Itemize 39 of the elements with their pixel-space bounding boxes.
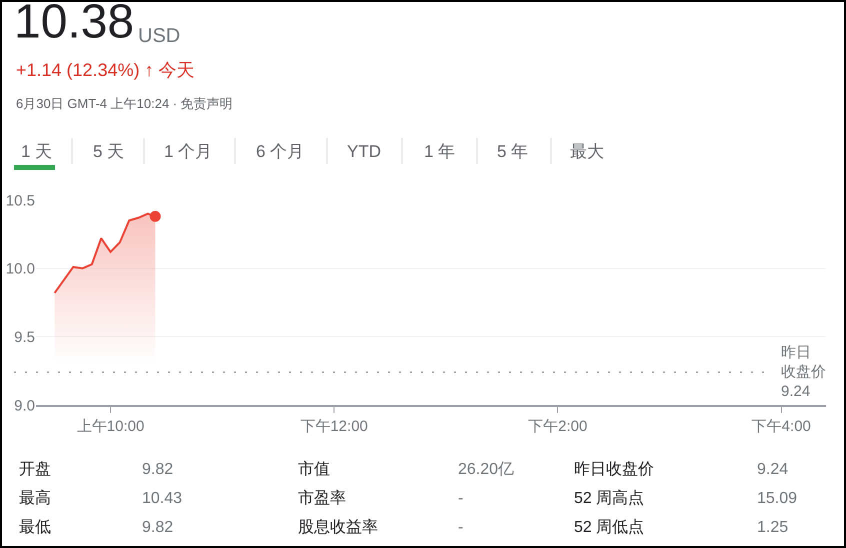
- text: 1 天: [21, 142, 52, 161]
- chart-title: 10.38: [14, 0, 134, 49]
- text: 市值: [298, 460, 330, 478]
- text: USD: [138, 25, 180, 47]
- y-tick-label: 9.5: [14, 328, 35, 346]
- text: 股息收益率: [298, 518, 378, 536]
- ref-line-label: 昨日收盘价 9.24: [781, 344, 826, 400]
- text: 开盘: [19, 461, 51, 478]
- text: +1.14 (12.34%) ↑ 今天: [16, 60, 195, 80]
- text: 5 天: [93, 142, 124, 161]
- x-tick-label: 下午2:00: [528, 418, 588, 435]
- text: 最低: [19, 519, 51, 536]
- text: 26.20亿: [458, 461, 514, 478]
- x-tick-label: 下午12:00: [300, 418, 368, 435]
- text: 5 年: [497, 142, 528, 161]
- text: 9.24: [757, 461, 788, 478]
- text: YTD: [347, 142, 381, 161]
- text: 52 周高点: [574, 489, 644, 507]
- text: 1 年: [424, 142, 456, 161]
- text: 6月30日 GMT-4 上午10:24 · 免责声明: [16, 96, 233, 111]
- x-tick-label: 下午4:00: [752, 418, 811, 435]
- text: -: [458, 490, 464, 507]
- y-tick-label: 9.0: [14, 397, 35, 414]
- text: 15.09: [757, 490, 798, 507]
- text: 10.43: [142, 490, 182, 507]
- y-tick-label: 10.0: [6, 260, 35, 278]
- text: 9.82: [142, 461, 174, 478]
- text: -: [458, 519, 464, 536]
- text: 最高: [19, 489, 51, 507]
- y-tick-label: 10.5: [6, 192, 35, 210]
- text: 1.25: [757, 519, 788, 536]
- text: 最大: [570, 142, 604, 161]
- text: 市盈率: [298, 489, 346, 507]
- text: 昨日收盘价: [574, 461, 654, 478]
- text: 52 周低点: [574, 518, 644, 536]
- text: 9.82: [142, 519, 174, 536]
- text: 1 个月: [164, 142, 212, 161]
- text: 6 个月: [256, 142, 304, 161]
- x-tick-label: 上午10:00: [76, 418, 144, 435]
